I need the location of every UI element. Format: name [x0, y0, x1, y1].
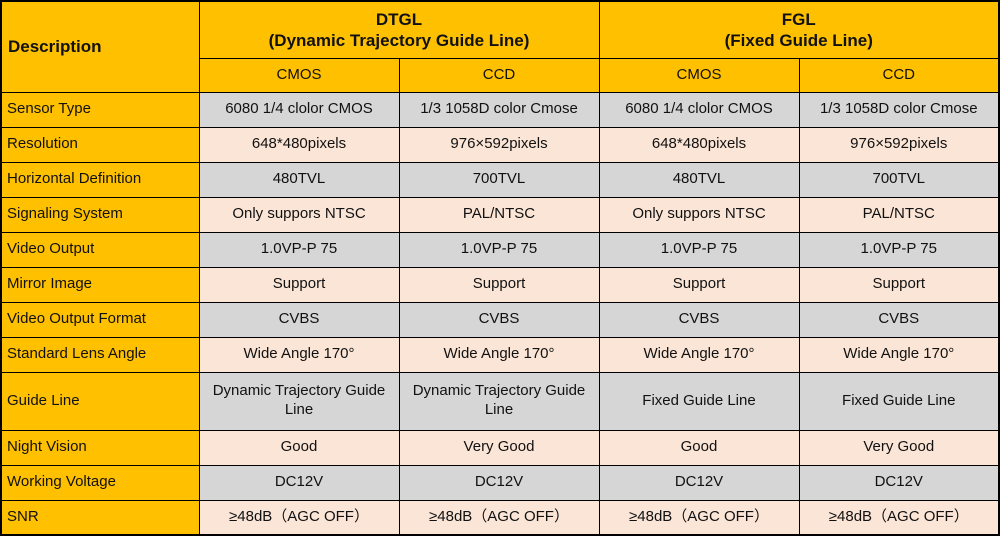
- row-label: SNR: [0, 499, 200, 536]
- cell-dtgl-ccd: 1.0VP-P 75: [398, 231, 600, 268]
- cell-fgl-cmos: 6080 1/4 clolor CMOS: [598, 91, 800, 128]
- cell-dtgl-ccd: Dynamic Trajectory Guide Line: [398, 371, 600, 431]
- cell-fgl-cmos: 480TVL: [598, 161, 800, 198]
- table-row-night-vision: Night Vision Good Very Good Good Very Go…: [0, 429, 1000, 466]
- cell-fgl-cmos: CVBS: [598, 301, 800, 338]
- group-full-fgl: (Fixed Guide Line): [724, 30, 873, 50]
- cell-fgl-ccd: Support: [798, 266, 1000, 303]
- cell-dtgl-ccd: CVBS: [398, 301, 600, 338]
- subheader-fgl-cmos: CMOS: [598, 57, 800, 93]
- cell-dtgl-cmos: ≥48dB（AGC OFF）: [198, 499, 400, 536]
- cell-dtgl-cmos: Only suppors NTSC: [198, 196, 400, 233]
- table-row-resolution: Resolution 648*480pixels 976×592pixels 6…: [0, 126, 1000, 163]
- cell-dtgl-cmos: Support: [198, 266, 400, 303]
- cell-fgl-ccd: 700TVL: [798, 161, 1000, 198]
- table-row-sensor-type: Sensor Type 6080 1/4 clolor CMOS 1/3 105…: [0, 91, 1000, 128]
- cell-dtgl-cmos: CVBS: [198, 301, 400, 338]
- cell-dtgl-ccd: 976×592pixels: [398, 126, 600, 163]
- row-label: Mirror Image: [0, 266, 200, 303]
- cell-dtgl-cmos: 1.0VP-P 75: [198, 231, 400, 268]
- cell-dtgl-cmos: DC12V: [198, 464, 400, 501]
- table-row-working-voltage: Working Voltage DC12V DC12V DC12V DC12V: [0, 464, 1000, 501]
- group-abbr-dtgl: DTGL: [375, 9, 423, 29]
- group-header-row: Description DTGL (Dynamic Trajectory Gui…: [0, 0, 1000, 93]
- table-row-guide-line: Guide Line Dynamic Trajectory Guide Line…: [0, 371, 1000, 431]
- subheader-fgl-ccd: CCD: [798, 57, 1000, 93]
- cell-dtgl-ccd: ≥48dB（AGC OFF）: [398, 499, 600, 536]
- cell-fgl-ccd: PAL/NTSC: [798, 196, 1000, 233]
- cell-fgl-ccd: DC12V: [798, 464, 1000, 501]
- cell-dtgl-ccd: 700TVL: [398, 161, 600, 198]
- cell-fgl-ccd: 1.0VP-P 75: [798, 231, 1000, 268]
- cell-fgl-ccd: Wide Angle 170°: [798, 336, 1000, 373]
- group-header-fgl: FGL (Fixed Guide Line): [598, 0, 1000, 59]
- table-row-video-output-format: Video Output Format CVBS CVBS CVBS CVBS: [0, 301, 1000, 338]
- row-label: Video Output Format: [0, 301, 200, 338]
- group-header-dtgl: DTGL (Dynamic Trajectory Guide Line): [198, 0, 600, 59]
- description-header-cell: Description: [0, 0, 200, 93]
- cell-dtgl-cmos: 648*480pixels: [198, 126, 400, 163]
- cell-dtgl-ccd: Wide Angle 170°: [398, 336, 600, 373]
- cell-fgl-ccd: 1/3 1058D color Cmose: [798, 91, 1000, 128]
- row-label: Horizontal Definition: [0, 161, 200, 198]
- subheader-dtgl-cmos: CMOS: [198, 57, 400, 93]
- cell-fgl-cmos: 648*480pixels: [598, 126, 800, 163]
- cell-fgl-ccd: ≥48dB（AGC OFF）: [798, 499, 1000, 536]
- cell-dtgl-ccd: DC12V: [398, 464, 600, 501]
- table-row-standard-lens-angle: Standard Lens Angle Wide Angle 170° Wide…: [0, 336, 1000, 373]
- row-label: Video Output: [0, 231, 200, 268]
- cell-dtgl-ccd: Support: [398, 266, 600, 303]
- cell-fgl-cmos: Good: [598, 429, 800, 466]
- cell-fgl-cmos: Support: [598, 266, 800, 303]
- cell-fgl-ccd: Very Good: [798, 429, 1000, 466]
- cell-fgl-cmos: Wide Angle 170°: [598, 336, 800, 373]
- cell-dtgl-cmos: Good: [198, 429, 400, 466]
- cell-dtgl-ccd: Very Good: [398, 429, 600, 466]
- table-row-signaling-system: Signaling System Only suppors NTSC PAL/N…: [0, 196, 1000, 233]
- cell-dtgl-cmos: 6080 1/4 clolor CMOS: [198, 91, 400, 128]
- row-label: Night Vision: [0, 429, 200, 466]
- cell-fgl-cmos: Fixed Guide Line: [598, 371, 800, 431]
- row-label: Guide Line: [0, 371, 200, 431]
- cell-fgl-cmos: ≥48dB（AGC OFF）: [598, 499, 800, 536]
- row-label: Sensor Type: [0, 91, 200, 128]
- cell-dtgl-ccd: 1/3 1058D color Cmose: [398, 91, 600, 128]
- cell-fgl-ccd: 976×592pixels: [798, 126, 1000, 163]
- cell-fgl-ccd: CVBS: [798, 301, 1000, 338]
- table-row-snr: SNR ≥48dB（AGC OFF） ≥48dB（AGC OFF） ≥48dB（…: [0, 499, 1000, 536]
- cell-fgl-cmos: Only suppors NTSC: [598, 196, 800, 233]
- cell-dtgl-cmos: Dynamic Trajectory Guide Line: [198, 371, 400, 431]
- cell-fgl-ccd: Fixed Guide Line: [798, 371, 1000, 431]
- row-label: Working Voltage: [0, 464, 200, 501]
- row-label: Standard Lens Angle: [0, 336, 200, 373]
- sensor-type-header-row: CMOS CCD CMOS CCD: [1, 57, 1000, 93]
- table-row-horizontal-definition: Horizontal Definition 480TVL 700TVL 480T…: [0, 161, 1000, 198]
- table-row-video-output: Video Output 1.0VP-P 75 1.0VP-P 75 1.0VP…: [0, 231, 1000, 268]
- group-abbr-fgl: FGL: [781, 9, 816, 29]
- cell-dtgl-cmos: Wide Angle 170°: [198, 336, 400, 373]
- cell-fgl-cmos: DC12V: [598, 464, 800, 501]
- subheader-dtgl-ccd: CCD: [398, 57, 600, 93]
- row-label: Resolution: [0, 126, 200, 163]
- cell-dtgl-cmos: 480TVL: [198, 161, 400, 198]
- row-label: Signaling System: [0, 196, 200, 233]
- cell-dtgl-ccd: PAL/NTSC: [398, 196, 600, 233]
- cell-fgl-cmos: 1.0VP-P 75: [598, 231, 800, 268]
- table-row-mirror-image: Mirror Image Support Support Support Sup…: [0, 266, 1000, 303]
- group-full-dtgl: (Dynamic Trajectory Guide Line): [268, 30, 530, 50]
